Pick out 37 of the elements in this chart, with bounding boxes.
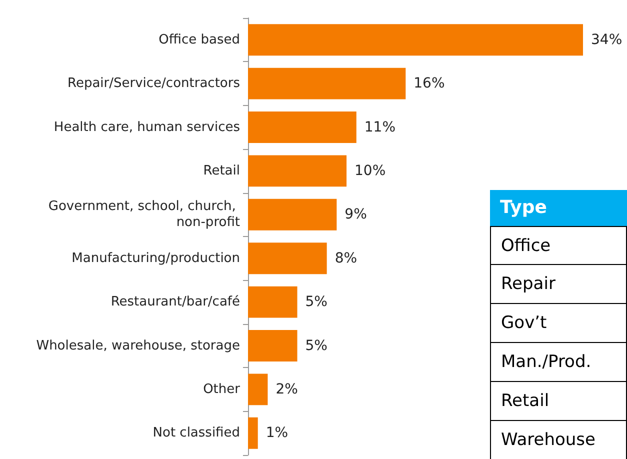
data-label: 5% xyxy=(305,338,328,354)
annotation: Gov’t xyxy=(490,304,627,343)
y-tick-label: Health care, human services xyxy=(54,120,240,135)
data-label: 8% xyxy=(334,250,358,266)
bar xyxy=(248,112,356,143)
text: Type xyxy=(490,190,627,226)
bar xyxy=(248,68,406,100)
bar xyxy=(248,374,268,406)
annotation: Warehouse xyxy=(490,421,627,459)
data-label: 16% xyxy=(414,76,445,92)
y-tick-label: Manufacturing/production xyxy=(72,250,240,266)
data-label: 34% xyxy=(591,32,622,48)
y-tick-label: Government, school, church, non-profit xyxy=(48,199,240,230)
bar xyxy=(248,417,258,449)
y-tick-label: Wholesale, warehouse, storage xyxy=(36,338,240,354)
annotation: Office xyxy=(490,226,627,265)
data-label: 9% xyxy=(344,206,367,223)
data-label: 2% xyxy=(276,381,298,398)
data-label: 10% xyxy=(354,162,386,179)
bar xyxy=(248,286,298,318)
y-tick-label: Other xyxy=(203,382,241,397)
bar xyxy=(248,330,298,362)
annotation: Retail xyxy=(490,382,627,421)
y-tick-label: Restaurant/bar/café xyxy=(110,294,240,310)
data-label: 1% xyxy=(266,425,288,442)
y-tick-label: Office based xyxy=(158,32,240,48)
bar xyxy=(248,242,327,274)
bar xyxy=(248,155,347,187)
y-tick-label: Retail xyxy=(203,163,240,178)
data-label: 5% xyxy=(305,294,328,310)
y-tick-label: Not classified xyxy=(152,426,240,441)
bar xyxy=(248,198,337,230)
data-label: 11% xyxy=(364,119,396,136)
y-tick-label: Repair/Service/contractors xyxy=(68,76,240,92)
annotation: Repair xyxy=(490,265,627,304)
annotation: Man./Prod. xyxy=(490,343,627,382)
bar xyxy=(248,24,583,56)
